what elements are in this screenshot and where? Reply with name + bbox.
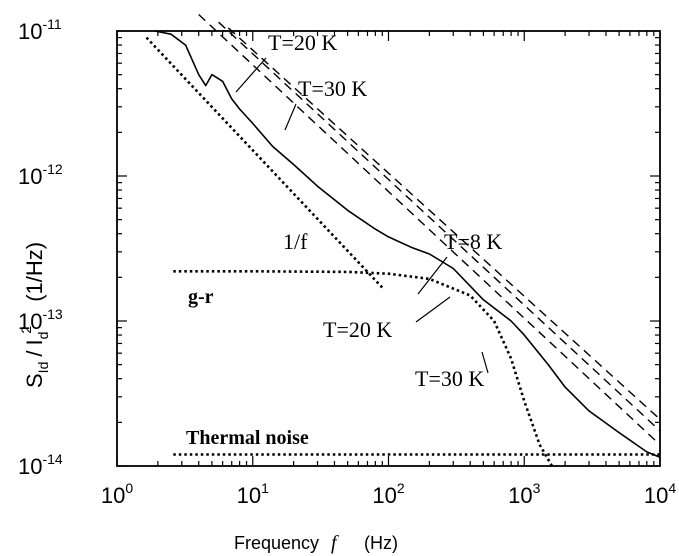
x-tick-label: 101	[237, 480, 269, 508]
x-tick-label: 103	[508, 480, 540, 508]
annotation-layer: T=20 K T=30 K 1/f T=8 K g-r T=20 K T=30 K Therm…	[186, 30, 502, 449]
annotation-g-r: g-r	[188, 286, 214, 308]
annotation-t30-bottom: T=30 K	[415, 366, 484, 391]
y-label-slash: /	[22, 350, 47, 357]
annotation-pointer	[417, 256, 448, 295]
annotation-t8: T=8 K	[444, 229, 502, 254]
x-axis-unit: (Hz)	[364, 533, 398, 553]
annotation-t20-bottom: T=20 K	[323, 317, 392, 342]
x-axis-symbol: f	[331, 532, 339, 554]
annotation-thermal-noise: Thermal noise	[186, 427, 309, 449]
plot-frame	[116, 30, 661, 467]
x-tick-labels: 100 101 102 103 104	[101, 480, 676, 508]
y-label-s-sub: Id	[35, 362, 51, 374]
y-tick-label: 10-11	[18, 16, 62, 44]
x-tick-label: 104	[644, 480, 676, 508]
annotation-t20-top: T=20 K	[268, 30, 337, 55]
y-label-s: S	[22, 373, 47, 388]
y-tick-label: 10-12	[18, 161, 63, 189]
svg-text:SId/Id2(1/Hz): SId/Id2(1/Hz)	[18, 242, 51, 388]
series-dashed-3	[227, 27, 661, 420]
y-tick-label: 10-13	[18, 306, 63, 334]
x-tick-label: 100	[101, 480, 133, 508]
series-solid-0	[154, 30, 661, 458]
y-label-i-sup: 2	[18, 326, 34, 334]
annotation-t30-top: T=30 K	[298, 76, 367, 101]
series-dotted-4	[145, 36, 384, 289]
series-dashed-2	[218, 21, 661, 432]
series-layer	[145, 13, 661, 467]
y-tick-labels: 10-14 10-13 10-12 10-11	[18, 16, 63, 479]
y-axis-label: SId/Id2(1/Hz)	[18, 242, 51, 388]
x-tick-label: 102	[372, 480, 404, 508]
series-dashed-1	[198, 13, 661, 446]
y-label-i-sub: d	[35, 332, 51, 340]
y-label-i: I	[22, 339, 47, 345]
y-label-unit: (1/Hz)	[22, 242, 47, 302]
series-dotted-5	[173, 269, 554, 467]
annotation-1-over-f: 1/f	[283, 229, 308, 254]
y-tick-label: 10-14	[18, 451, 63, 479]
annotation-pointer	[235, 57, 267, 93]
annotation-pointer	[415, 296, 451, 323]
annotation-pointer	[481, 351, 489, 374]
x-axis-label: Frequency	[234, 533, 319, 553]
annotation-pointer	[284, 103, 297, 131]
